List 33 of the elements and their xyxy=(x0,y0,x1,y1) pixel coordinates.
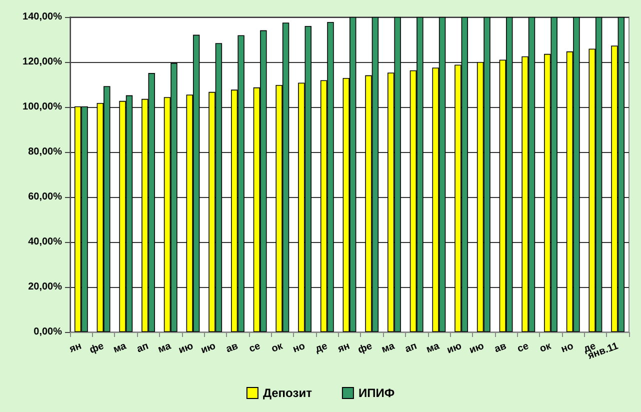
legend-label: Депозит xyxy=(262,386,312,400)
x-tick-label: ян xyxy=(68,340,84,356)
y-tick-label: 20,00% xyxy=(28,282,62,292)
x-tick-label: ию xyxy=(200,340,218,356)
y-tick-label: 120,00% xyxy=(22,56,62,68)
y-tick-label: 0,00% xyxy=(34,326,62,338)
y-tick-label: 60,00% xyxy=(28,192,62,202)
legend-label: ИПИФ xyxy=(358,386,395,400)
x-tick-label: ма xyxy=(425,340,442,356)
x-tick-label: ию xyxy=(177,340,196,356)
y-tick-label: 80,00% xyxy=(28,146,62,158)
x-tick-label: ма xyxy=(112,340,128,356)
x-tick-label: ав xyxy=(493,340,508,356)
x-tick-label: ап xyxy=(404,340,418,356)
x-tick-label: ма xyxy=(380,340,397,356)
x-tick-label: ап xyxy=(135,340,150,356)
x-tick-label: ян xyxy=(336,340,352,356)
x-tick-label: но xyxy=(291,340,307,356)
x-tick-label: ию xyxy=(468,340,486,356)
x-tick-label: ма xyxy=(156,340,173,356)
x-tick-label: де xyxy=(314,340,330,356)
x-tick-label: ок xyxy=(538,340,554,355)
x-tick-label: фе xyxy=(88,340,106,356)
x-tick-label: се xyxy=(248,340,262,355)
x-tick-label: се xyxy=(516,340,531,355)
x-tick-label: ию xyxy=(446,340,464,356)
y-tick-label: 40,00% xyxy=(28,236,62,248)
x-tick-label: ок xyxy=(270,340,286,355)
y-tick-label: 100,00% xyxy=(22,102,62,112)
x-tick-label: фе xyxy=(356,340,374,356)
y-tick-label: 140,00% xyxy=(22,12,62,22)
x-tick-label: ав xyxy=(224,340,240,356)
x-tick-label: но xyxy=(560,340,575,356)
